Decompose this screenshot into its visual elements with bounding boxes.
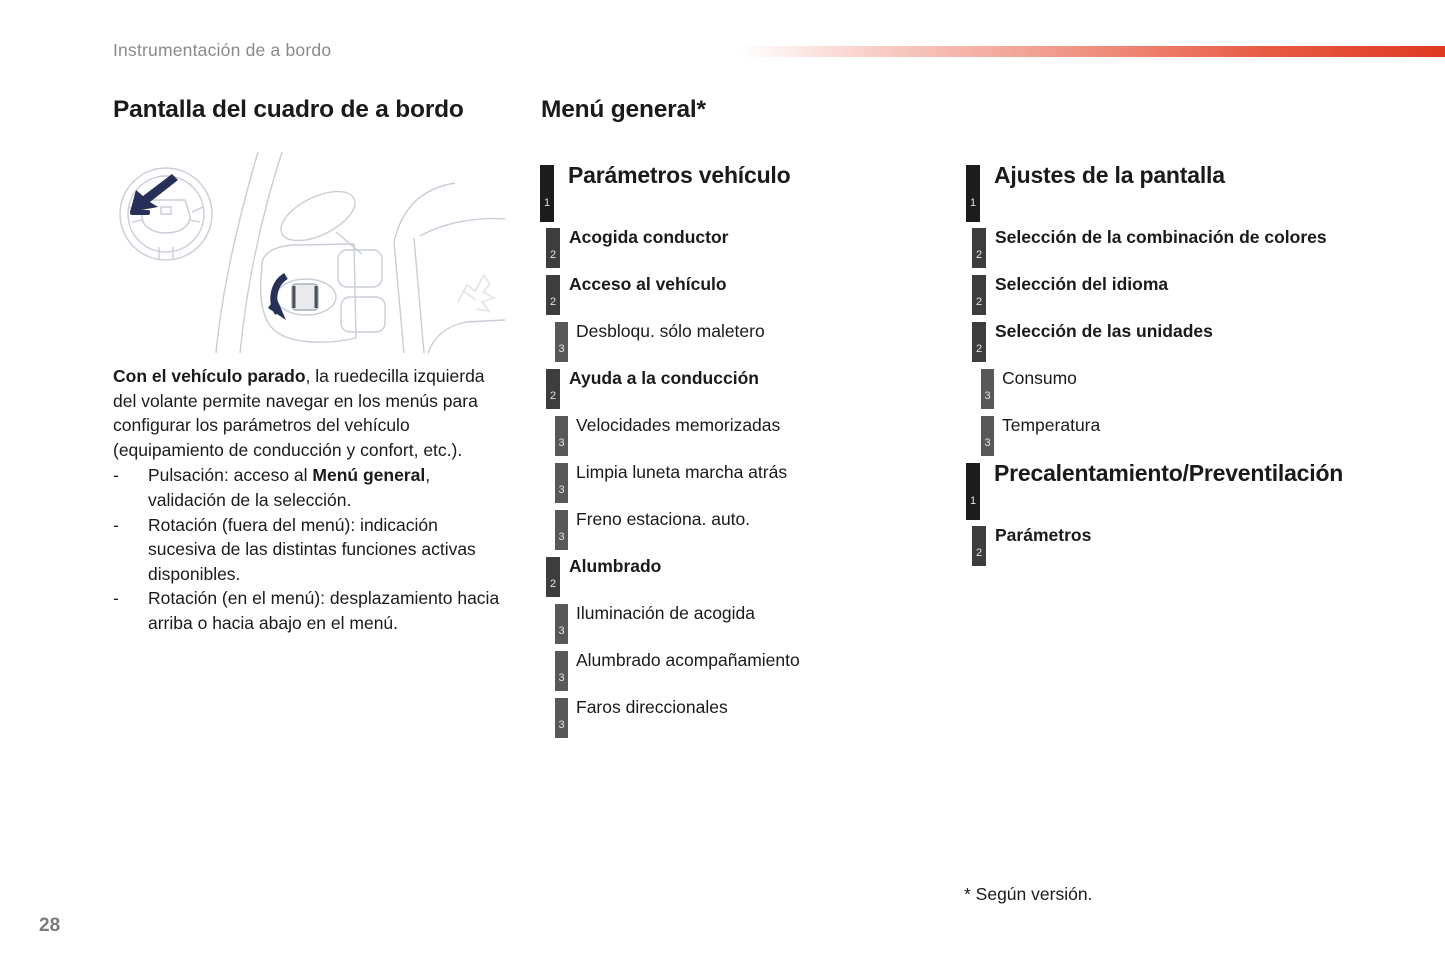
menu-item-label: Freno estaciona. auto.	[576, 509, 751, 529]
menu-item-label: Alumbrado	[569, 556, 662, 576]
bullet-text-pre: Pulsación: acceso al	[148, 465, 313, 486]
menu-item-level-2: 2 Alumbrado	[546, 556, 800, 597]
bullet-text: Pulsación: acceso al Menú general, valid…	[148, 463, 505, 512]
menu-item-label: Precalentamiento/Preventilación	[994, 460, 1344, 486]
menu-item-level-2: 2 Selección del idioma	[972, 274, 1343, 315]
menu-level-indicator: 3	[555, 463, 568, 503]
accent-bar	[738, 46, 1445, 57]
menu-item-label: Parámetros vehículo	[568, 162, 791, 188]
menu-item-level-2: 2 Selección de la combinación de colores	[972, 227, 1343, 268]
column-closeup-lines	[215, 151, 505, 354]
menu-item-level-3: 3 Alumbrado acompañamiento	[555, 650, 800, 691]
bullet-item: - Rotación (fuera del menú): indicación …	[113, 513, 505, 587]
menu-item-label: Velocidades memorizadas	[576, 415, 781, 435]
menu-level-indicator: 3	[981, 369, 994, 409]
intro-rest: , la ruedecilla izquierda del volante pe…	[113, 366, 485, 460]
menu-item-label: Consumo	[1002, 368, 1077, 388]
menu-level-indicator: 2	[972, 275, 986, 315]
intro-paragraph: Con el vehículo parado, la ruedecilla iz…	[113, 364, 505, 462]
menu-level-indicator: 1	[966, 463, 980, 520]
section-title-menu: Menú general*	[541, 96, 706, 123]
menu-level-indicator: 2	[972, 228, 986, 268]
menu-item-level-3: 3 Desbloqu. sólo maletero	[555, 321, 800, 362]
menu-level-indicator: 1	[540, 165, 554, 222]
menu-tree-column-2: 1 Ajustes de la pantalla 2 Selección de la …	[966, 162, 1344, 573]
thumbwheel	[291, 283, 319, 311]
menu-item-level-2: 2 Selección de las unidades	[972, 321, 1343, 362]
menu-item-label: Acceso al vehículo	[569, 274, 727, 294]
menu-level-indicator: 3	[555, 698, 568, 738]
brand-lion-logo	[457, 273, 496, 313]
bullet-list: - Pulsación: acceso al Menú general, val…	[113, 463, 505, 635]
menu-level-indicator: 2	[972, 526, 986, 566]
menu-item-label: Selección de la combinación de colores	[995, 227, 1327, 247]
menu-item-level-3: 3 Limpia luneta marcha atrás	[555, 462, 800, 503]
menu-item-level-3: 3 Velocidades memorizadas	[555, 415, 800, 456]
menu-level-indicator: 2	[546, 275, 560, 315]
menu-item-level-1: 1 Parámetros vehículo	[540, 162, 800, 222]
menu-item-level-2: 2 Acogida conductor	[546, 227, 800, 268]
bullet-dash: -	[113, 514, 119, 535]
menu-item-label: Faros direccionales	[576, 697, 728, 717]
menu-item-label: Selección de las unidades	[995, 321, 1213, 341]
menu-item-label: Ajustes de la pantalla	[994, 162, 1225, 188]
menu-item-label: Acogida conductor	[569, 227, 729, 247]
menu-level-indicator: 3	[981, 416, 994, 456]
bullet-text: Rotación (en el menú): desplazamiento ha…	[148, 586, 505, 635]
menu-item-label: Limpia luneta marcha atrás	[576, 462, 788, 482]
bullet-text-pre: Rotación (fuera del menú): indicación su…	[148, 514, 476, 584]
menu-item-level-2: 2 Acceso al vehículo	[546, 274, 800, 315]
menu-level-indicator: 1	[966, 165, 980, 222]
bullet-text: Rotación (fuera del menú): indicación su…	[148, 513, 505, 587]
menu-item-label: Parámetros	[995, 525, 1092, 545]
menu-level-indicator: 2	[546, 369, 560, 409]
menu-level-indicator: 3	[555, 604, 568, 644]
menu-level-indicator: 2	[546, 557, 560, 597]
menu-item-label: Alumbrado acompañamiento	[576, 650, 800, 670]
bullet-text-pre: Rotación (en el menú): desplazamiento ha…	[148, 588, 500, 633]
menu-item-label: Selección del idioma	[995, 274, 1169, 294]
bullet-dash: -	[113, 588, 119, 609]
menu-item-level-3: 3 Temperatura	[981, 415, 1343, 456]
menu-item-level-2: 2 Parámetros	[972, 525, 1343, 566]
menu-item-label: Iluminación de acogida	[576, 603, 756, 623]
intro-bold-lead: Con el vehículo parado	[113, 366, 306, 386]
menu-item-level-3: 3 Iluminación de acogida	[555, 603, 800, 644]
bullet-text-post: , validación de la selección.	[148, 465, 431, 510]
menu-level-indicator: 3	[555, 510, 568, 550]
menu-item-level-3: 3 Consumo	[981, 368, 1343, 409]
menu-level-indicator: 3	[555, 651, 568, 691]
body-text: Con el vehículo parado, la ruedecilla iz…	[113, 364, 505, 636]
menu-item-label: Temperatura	[1002, 415, 1101, 435]
menu-item-level-3: 3 Faros direccionales	[555, 697, 800, 738]
menu-item-level-3: 3 Freno estaciona. auto.	[555, 509, 800, 550]
menu-item-level-1: 1 Ajustes de la pantalla	[966, 162, 1343, 222]
menu-item-level-2: 2 Ayuda a la conducción	[546, 368, 800, 409]
bullet-text-bold: Menú general	[312, 465, 426, 486]
bullet-dash: -	[113, 465, 119, 486]
menu-item-level-1: 1 Precalentamiento/Preventilación	[966, 460, 1344, 520]
menu-item-label: Ayuda a la conducción	[569, 368, 759, 388]
menu-level-indicator: 3	[555, 416, 568, 456]
running-header: Instrumentación de a bordo	[113, 40, 332, 60]
rotation-arrow-icon	[268, 272, 289, 320]
menu-tree-column-1: 1 Parámetros vehículo 2 Acogida conductor 2 A…	[540, 162, 800, 745]
menu-item-label: Desbloqu. sólo maletero	[576, 321, 765, 341]
steering-wheel-illustration	[119, 151, 505, 354]
small-steering-wheel	[119, 167, 213, 261]
menu-level-indicator: 2	[972, 322, 986, 362]
bullet-item: - Rotación (en el menú): desplazamiento …	[113, 586, 505, 635]
menu-level-indicator: 3	[555, 322, 568, 362]
bullet-item: - Pulsación: acceso al Menú general, val…	[113, 463, 505, 512]
footnote: * Según versión.	[964, 884, 1093, 904]
page-number: 28	[39, 915, 61, 936]
section-title-left: Pantalla del cuadro de a bordo	[113, 96, 464, 123]
pointer-arrow-icon	[130, 174, 178, 215]
menu-level-indicator: 2	[546, 228, 560, 268]
